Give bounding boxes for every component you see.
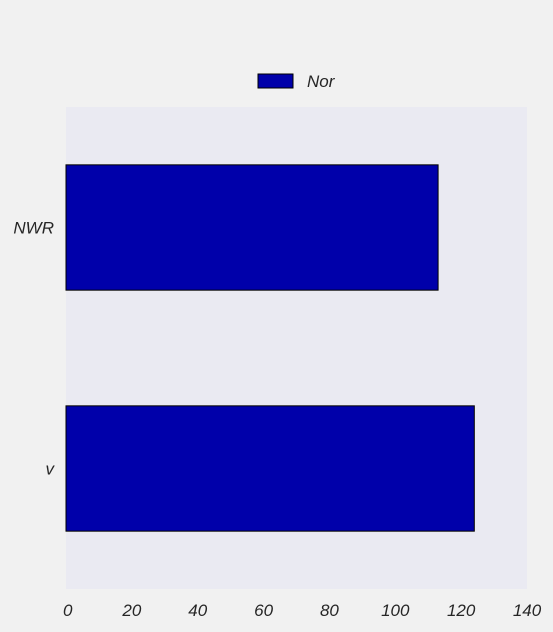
- x-tick-label-40: 40: [188, 601, 207, 620]
- bars-group: [65, 164, 475, 532]
- bar-nwr: [65, 164, 439, 291]
- x-tick-label-120: 120: [447, 601, 476, 620]
- x-tick-label-20: 20: [121, 601, 141, 620]
- legend-label: Nor: [307, 72, 336, 91]
- legend-swatch: [257, 73, 294, 89]
- y-tick-labels: NWR v: [13, 219, 55, 479]
- x-tick-label-0: 0: [63, 601, 73, 620]
- y-tick-label-nwr: NWR: [13, 219, 54, 238]
- y-tick-label-v: v: [46, 460, 56, 479]
- x-tick-label-60: 60: [254, 601, 273, 620]
- bar-v: [65, 405, 475, 532]
- x-tick-label-140: 140: [513, 601, 542, 620]
- x-tick-label-100: 100: [381, 601, 410, 620]
- x-tick-label-80: 80: [320, 601, 339, 620]
- legend: Nor: [257, 72, 336, 91]
- x-tick-labels: 0 20 40 60 80 100 120 140: [63, 601, 542, 620]
